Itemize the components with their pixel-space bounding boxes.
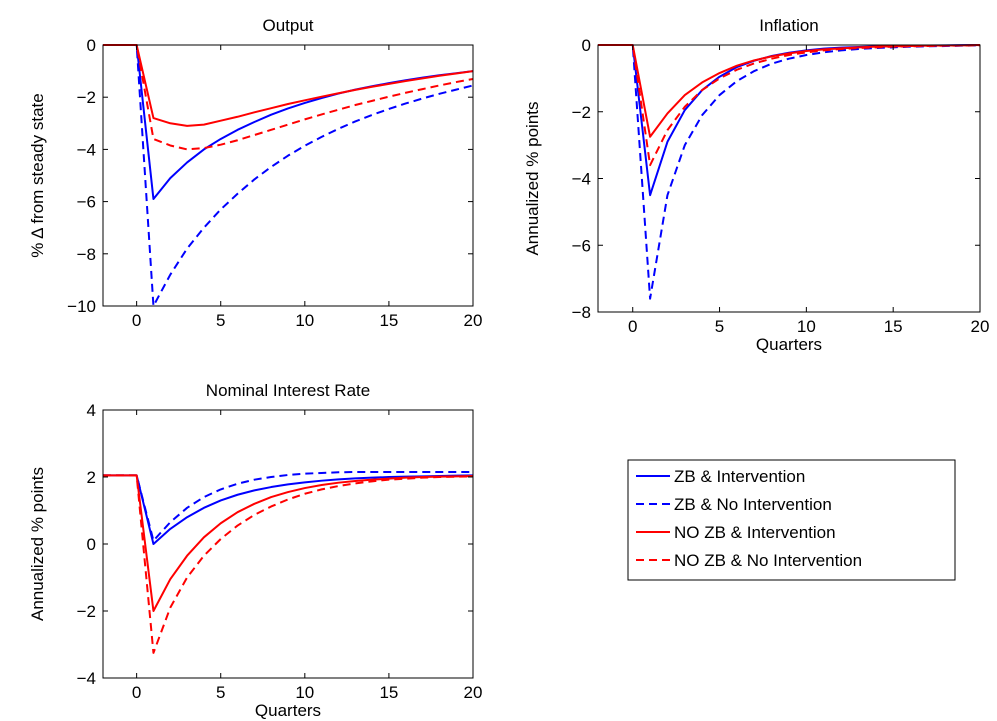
- x-tick-label: 0: [132, 683, 141, 702]
- y-tick-label: 0: [87, 36, 96, 55]
- x-tick-label: 10: [295, 311, 314, 330]
- legend-label-no-zb-no-intervention: NO ZB & No Intervention: [674, 551, 862, 570]
- y-tick-label: −6: [572, 236, 591, 255]
- x-tick-label: 5: [216, 311, 225, 330]
- x-tick-label: 20: [464, 311, 483, 330]
- y-tick-label: −4: [77, 669, 96, 688]
- panel-title: Nominal Interest Rate: [206, 381, 370, 400]
- series-line-no-zb-no-intervention: [103, 44, 473, 151]
- axes-frame: [102, 44, 474, 307]
- legend-label-no-zb-intervention: NO ZB & Intervention: [674, 523, 836, 542]
- series-group: [598, 44, 980, 300]
- y-tick-label: −2: [572, 103, 591, 122]
- legend-label-zb-intervention: ZB & Intervention: [674, 467, 805, 486]
- x-tick-label: 15: [379, 311, 398, 330]
- series-line-no-zb-no-intervention: [103, 474, 473, 654]
- output-panel: 0 5 10 15 20 0 −2 −4 −6 −8 −10 Output % Δ from stead…: [28, 16, 482, 330]
- x-tick-label: 0: [132, 311, 141, 330]
- y-tick-label: −6: [77, 193, 96, 212]
- y-tick-label: −4: [77, 140, 96, 159]
- plot-area: [103, 45, 473, 306]
- x-tick-label: 0: [628, 317, 637, 336]
- y-axis-label: Annualized % points: [28, 467, 47, 621]
- panel-title: Output: [262, 16, 313, 35]
- x-tick-label: 20: [464, 683, 483, 702]
- y-tick-label: 4: [87, 401, 96, 420]
- y-tick-label: −8: [572, 303, 591, 322]
- y-axis-label: Annualized % points: [523, 101, 542, 255]
- series-line-zb-no-intervention: [103, 44, 473, 307]
- x-tick-label: 10: [797, 317, 816, 336]
- series-line-no-zb-intervention: [103, 44, 473, 127]
- x-tick-label: 15: [884, 317, 903, 336]
- x-axis-label: Quarters: [255, 701, 321, 720]
- plot-area: [598, 45, 980, 312]
- y-tick-label: −2: [77, 602, 96, 621]
- series-group: [103, 470, 473, 654]
- series-line-no-zb-no-intervention: [598, 44, 980, 167]
- legend-box: [627, 459, 956, 581]
- x-tick-label: 15: [379, 683, 398, 702]
- x-axis-label: Quarters: [756, 335, 822, 354]
- y-tick-label: −2: [77, 88, 96, 107]
- legend-label-zb-no-intervention: ZB & No Intervention: [674, 495, 832, 514]
- y-tick-label: 0: [87, 535, 96, 554]
- plot-area: [103, 410, 473, 678]
- panel-title: Inflation: [759, 16, 819, 35]
- y-axis-label: % Δ from steady state: [28, 93, 47, 257]
- series-line-zb-no-intervention: [103, 470, 473, 542]
- y-tick-label: −4: [572, 170, 591, 189]
- x-tick-label: 20: [971, 317, 990, 336]
- legend: ZB & Intervention ZB & No Intervention NO …: [627, 459, 956, 581]
- y-tick-label: 0: [582, 36, 591, 55]
- y-tick-label: −8: [77, 245, 96, 264]
- y-tick-label: −10: [67, 297, 96, 316]
- x-tick-label: 10: [295, 683, 314, 702]
- x-tick-label: 5: [715, 317, 724, 336]
- y-tick-label: 2: [87, 468, 96, 487]
- inflation-panel: 0 5 10 15 20 0 −2 −4 −6 −8 Inflation Quarters Annual…: [523, 16, 989, 354]
- x-tick-label: 5: [216, 683, 225, 702]
- series-group: [103, 44, 473, 307]
